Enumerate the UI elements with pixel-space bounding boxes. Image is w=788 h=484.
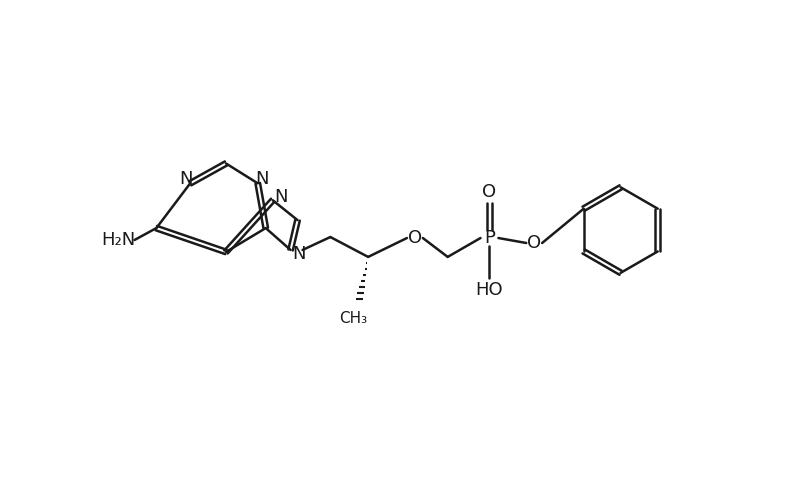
Text: O: O — [408, 229, 422, 247]
Text: N: N — [274, 188, 288, 206]
Text: CH₃: CH₃ — [339, 311, 367, 326]
Text: P: P — [484, 229, 495, 247]
Text: N: N — [180, 170, 193, 188]
Text: N: N — [255, 170, 269, 188]
Text: H₂N: H₂N — [102, 231, 136, 249]
Text: O: O — [482, 183, 496, 201]
Text: HO: HO — [476, 281, 504, 299]
Text: N: N — [292, 245, 305, 263]
Text: O: O — [527, 234, 541, 252]
